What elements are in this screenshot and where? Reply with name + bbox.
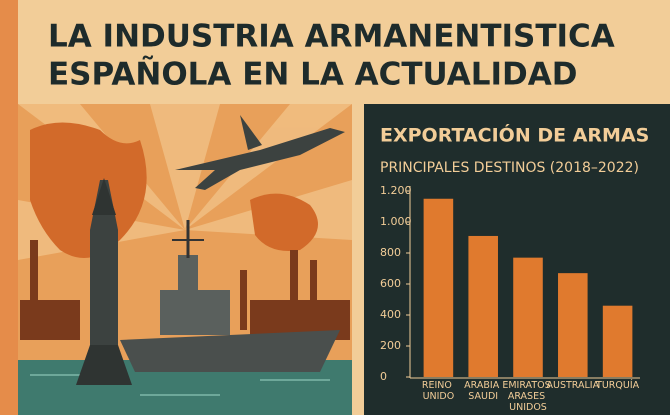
chart-title: EXPORTACIÓN DE ARMAS [380, 123, 649, 147]
y-tick-label: 200 [380, 339, 401, 352]
title-line-2: ESPAÑOLA EN LA ACTUALIDAD [48, 56, 578, 93]
y-tick-label: 800 [380, 246, 401, 259]
x-tick-label: AUSTRALIA [547, 380, 600, 391]
bar [558, 273, 588, 377]
title-line-1: LA INDUSTRIA ARMANENTISTICA [48, 19, 615, 55]
x-tick-label: TURQUÍA [595, 379, 640, 391]
bar [602, 305, 633, 377]
x-tick-label: EMIRATOS ARASES UNIDOS [502, 380, 553, 413]
y-tick-label: 0 [380, 370, 387, 383]
bar [513, 257, 543, 377]
side-strip [0, 0, 18, 415]
y-tick-label: 600 [380, 277, 401, 290]
y-tick-label: 1.200 [380, 184, 412, 197]
bar [423, 198, 454, 377]
y-tick-label: 1.000 [380, 215, 412, 228]
x-tick-label: ARABIA SAUDI [464, 380, 502, 402]
y-tick-label: 400 [380, 308, 401, 321]
chart-subtitle: PRINCIPALES DESTINOS (2018–2022) [380, 160, 639, 176]
bar [468, 235, 498, 377]
x-tick-label: REINO UNIDO [422, 380, 455, 402]
illustration [18, 104, 352, 415]
